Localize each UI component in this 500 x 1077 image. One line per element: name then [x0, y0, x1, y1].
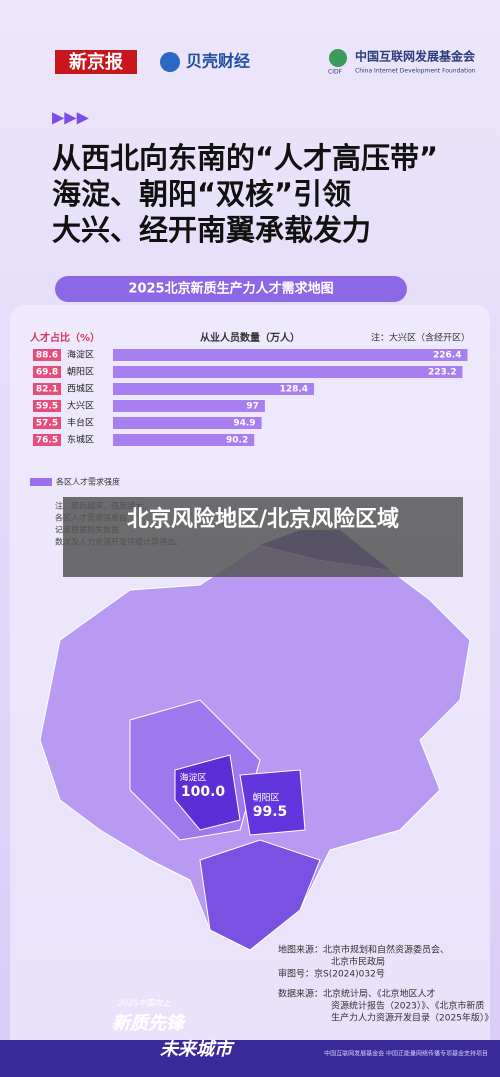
- banner: 2025北京新质生产力人才需求地图: [128, 281, 333, 297]
- chart-title: 从业人员数量（万人）: [200, 331, 300, 344]
- map-value: 100.0: [181, 784, 226, 800]
- bar: [113, 417, 262, 429]
- logo: 新京报: [69, 51, 123, 73]
- bar-value: 128.4: [280, 385, 308, 395]
- bar-value: 226.4: [433, 351, 461, 361]
- logo: 中国互联网发展基金会: [355, 49, 476, 64]
- share-box: [33, 400, 61, 412]
- logo-box: [55, 50, 137, 74]
- share-box: [33, 417, 61, 429]
- share-value: 82.1: [36, 385, 58, 395]
- share-value: 69.8: [36, 368, 58, 378]
- logo-icon: [329, 49, 347, 67]
- bar-value: 94.9: [233, 419, 255, 429]
- sources: 地图来源：北京市规划和自然资源委员会、北京市民政局审图号：京S(2024)032…: [278, 944, 493, 1024]
- bar: [113, 400, 265, 412]
- legend: 各区人才需求强度: [56, 477, 120, 487]
- footer-credit: 中国互联网发展基金会 中国正能量网络传播专项基金支持项目: [324, 1050, 488, 1058]
- share-box: [33, 383, 61, 395]
- logo: China Internet Development Foundation: [355, 68, 476, 75]
- map-label: 海淀区: [179, 772, 206, 784]
- map-region: [199, 839, 321, 951]
- logo: CIDF: [328, 69, 343, 76]
- bar: [113, 383, 315, 395]
- chart-note: 注：大兴区（含经开区）: [371, 332, 470, 344]
- bar-value: 90.2: [226, 436, 248, 446]
- bar: [113, 434, 255, 446]
- category-label: 朝阳区: [67, 367, 94, 378]
- banner-box: [55, 276, 407, 302]
- map-value: 99.5: [253, 804, 288, 820]
- map-region: [239, 769, 306, 836]
- share-value: 59.5: [36, 402, 58, 412]
- category-label: 大兴区: [67, 400, 94, 412]
- logo-icon: [160, 52, 180, 72]
- share-box: [33, 366, 61, 378]
- category-label: 东城区: [67, 434, 94, 446]
- overlay-box: [63, 497, 463, 577]
- title-line: 大兴、经开南翼承载发力: [52, 213, 371, 247]
- overlay-text: 北京风险地区/北京风险区域: [126, 507, 400, 532]
- column-header: 人才占比（%）: [30, 331, 100, 344]
- logo: 贝壳财经: [186, 52, 250, 71]
- source-line: 审图号：京S(2024)032号: [278, 968, 385, 980]
- source-line: 资源统计报告（2023）》、《北京市新质: [331, 1000, 484, 1012]
- source-line: 生产力人力资源开发目录（2025年版）》: [331, 1012, 493, 1024]
- title-line: 海淀、朝阳“双核”引领: [52, 177, 351, 211]
- share-value: 88.6: [36, 351, 58, 361]
- footer-small: 2025中国向上: [118, 999, 171, 1008]
- category-label: 西城区: [67, 384, 94, 395]
- bar: [113, 366, 463, 378]
- bar-value: 97: [246, 402, 259, 412]
- share-value: 76.5: [36, 436, 58, 446]
- footer-bar: [0, 1040, 500, 1077]
- bar: [113, 349, 468, 361]
- bar-chart: 88.6 海淀区 226.4 69.8 朝阳区 223.2 82.1 西城区 128.4 59.5…: [33, 349, 468, 446]
- source-line: 北京市民政局: [331, 956, 385, 968]
- arrows: ▶▶▶: [52, 108, 90, 127]
- source-line: 地图来源：北京市规划和自然资源委员会、: [278, 944, 449, 956]
- map-region: [174, 754, 241, 831]
- category-label: 海淀区: [67, 349, 94, 361]
- share-value: 57.5: [36, 419, 58, 429]
- share-box: [33, 434, 61, 446]
- title-line: 从西北向东南的“人才高压带”: [52, 141, 438, 175]
- bar-value: 223.2: [428, 368, 456, 378]
- legend-swatch: [30, 478, 52, 486]
- source-line: 数据来源：北京统计局、《北京地区人才: [278, 988, 436, 1000]
- category-label: 丰台区: [67, 417, 94, 429]
- overlay: 北京风险地区/北京风险区域: [126, 507, 400, 532]
- map-label: 朝阳区: [252, 793, 279, 804]
- footer-big: 新质先锋: [112, 1013, 187, 1034]
- share-box: [33, 349, 61, 361]
- footer-big: 未来城市: [160, 1039, 235, 1060]
